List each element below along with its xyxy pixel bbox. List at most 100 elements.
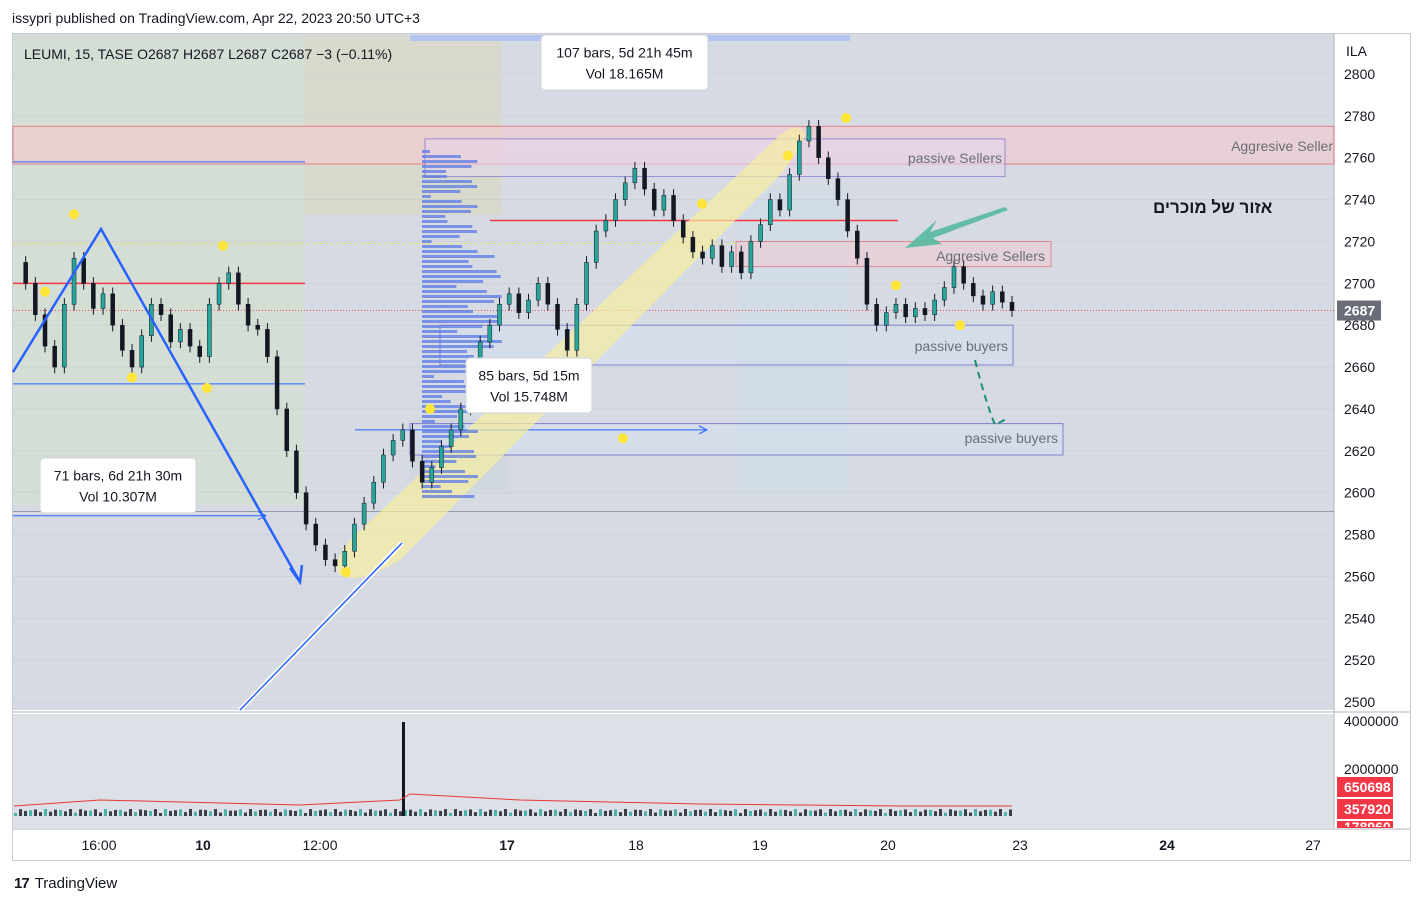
volume-bar xyxy=(149,810,152,816)
volume-bar xyxy=(579,810,582,816)
volume-bar xyxy=(109,811,112,816)
volume-bar xyxy=(654,812,657,816)
volume-bar xyxy=(299,809,302,816)
candle-body xyxy=(71,257,77,305)
candle-body xyxy=(893,304,899,313)
info-box-71-bars: 71 bars, 6d 21h 30m Vol 10.307M xyxy=(39,457,197,514)
price-axis-background xyxy=(1334,34,1410,828)
volume-bar xyxy=(139,809,142,816)
volume-bar xyxy=(44,809,47,816)
volume-profile-bar xyxy=(422,305,468,308)
candle-body xyxy=(768,199,773,225)
swing-point-dot xyxy=(783,150,793,161)
candle-body xyxy=(429,467,435,483)
candle-body xyxy=(526,299,531,313)
volume-bar xyxy=(184,812,187,816)
volume-bar xyxy=(474,812,477,816)
candle-body xyxy=(719,245,725,267)
candle-body xyxy=(903,304,908,318)
volume-bar xyxy=(569,812,572,816)
volume-bar xyxy=(909,812,912,816)
volume-bar xyxy=(714,812,717,816)
volume-profile-bar xyxy=(422,375,435,378)
volume-bar xyxy=(724,810,727,816)
volume-profile-bar xyxy=(422,340,502,343)
volume-bar xyxy=(794,809,797,816)
candle-body xyxy=(178,329,183,343)
candle-body xyxy=(120,324,125,351)
volume-bar xyxy=(619,812,622,816)
candle-body xyxy=(622,182,628,200)
volume-bar xyxy=(914,809,917,816)
volume-bar xyxy=(694,809,697,816)
price-axis-tick: 2600 xyxy=(1344,485,1375,501)
tradingview-logo-icon[interactable]: 17 xyxy=(14,875,30,892)
volume-bar xyxy=(439,810,442,816)
volume-bar xyxy=(749,810,752,816)
candle-body xyxy=(584,262,589,305)
volume-bar xyxy=(419,809,422,816)
footer-brand[interactable]: TradingView xyxy=(34,875,118,892)
volume-bar xyxy=(644,811,647,816)
volume-bar xyxy=(984,809,987,816)
volume-bar xyxy=(664,810,667,816)
volume-bar xyxy=(24,810,27,816)
candle-body xyxy=(158,304,164,315)
volume-bar xyxy=(989,809,992,816)
volume-profile-bar xyxy=(422,260,469,263)
candle-body xyxy=(303,492,309,525)
volume-bar xyxy=(799,812,802,816)
volume-bar xyxy=(469,809,472,816)
volume-bar xyxy=(979,811,982,816)
volume-bar xyxy=(864,809,867,816)
candle-body xyxy=(62,304,67,368)
price-axis-tick: 2720 xyxy=(1344,233,1375,249)
candle-body xyxy=(226,272,231,284)
volume-bar xyxy=(394,809,397,816)
volume-bar xyxy=(279,812,282,816)
volume-bar xyxy=(704,811,707,816)
volume-label-bg-2 xyxy=(1337,799,1393,819)
candle-body xyxy=(1000,291,1005,303)
volume-profile-bar xyxy=(422,255,495,258)
volume-bar xyxy=(884,812,887,816)
dashed-projection-arrow xyxy=(974,359,1009,427)
volume-bar xyxy=(79,809,82,816)
price-axis-tick: 2620 xyxy=(1344,443,1375,459)
price-axis-tick: 2520 xyxy=(1344,652,1375,668)
candle-body xyxy=(603,220,609,232)
volume-bar xyxy=(774,811,777,816)
info-box-line1: 107 bars, 5d 21h 45m xyxy=(556,45,692,61)
candles xyxy=(23,120,1015,573)
volume-bar xyxy=(84,810,87,816)
volume-profile-bar xyxy=(422,275,501,278)
volume-bar xyxy=(544,811,547,816)
chart-frame xyxy=(12,33,1411,861)
volume-bar xyxy=(74,812,77,816)
volume-profile-bar xyxy=(422,380,464,383)
volume-profile-bar xyxy=(422,390,470,393)
swing-point-dot xyxy=(69,209,79,220)
volume-bar xyxy=(589,809,592,816)
volume-bar xyxy=(264,809,267,816)
volume-profile-bar xyxy=(422,365,501,368)
volume-profile-bar xyxy=(422,175,447,178)
volume-bar xyxy=(804,809,807,816)
volume-bar xyxy=(294,810,297,816)
volume-profile-bar xyxy=(422,185,478,188)
volume-bar xyxy=(629,811,632,816)
volume-bar xyxy=(409,809,412,816)
volume-profile-bar xyxy=(422,420,435,423)
candle-body xyxy=(651,188,657,211)
volume-bar xyxy=(784,809,787,816)
candle-body xyxy=(593,230,599,263)
volume-bar xyxy=(119,809,122,816)
volume-bar xyxy=(689,811,692,816)
candle-body xyxy=(42,314,48,347)
volume-bar xyxy=(424,812,427,816)
volume-bar xyxy=(164,809,167,816)
volume-bar xyxy=(29,810,32,816)
volume-bar xyxy=(944,812,947,816)
candle-body xyxy=(661,195,667,211)
